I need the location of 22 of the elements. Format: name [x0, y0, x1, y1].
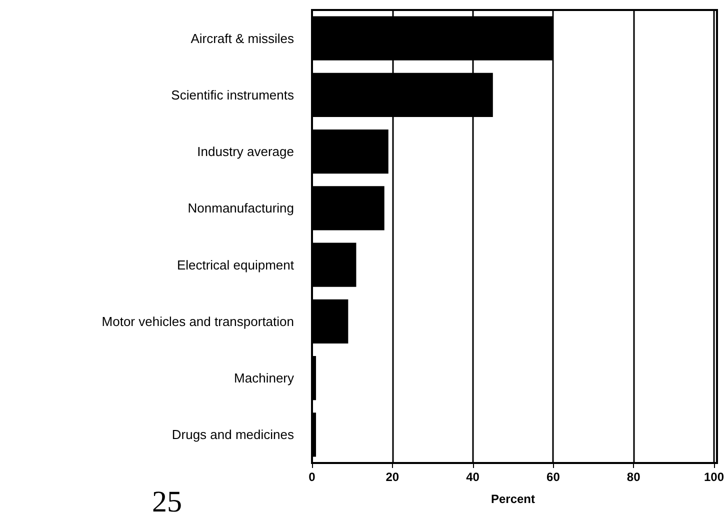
x-tick-label: 80 [626, 470, 641, 484]
x-tick-label: 60 [546, 470, 560, 484]
bar [312, 186, 384, 230]
x-tick-label: 40 [466, 470, 480, 484]
y-tick-label: Scientific instruments [171, 87, 294, 102]
bar [312, 129, 388, 174]
y-tick-label: Industry average [197, 144, 294, 160]
x-axis-title: Percent [490, 492, 536, 506]
y-tick-label: Nonmanufacturing [188, 200, 294, 216]
y-tick-label: Motor vehicles and transportation [102, 314, 294, 329]
bar [312, 412, 316, 457]
y-tick-label: Aircraft & missiles [190, 30, 294, 46]
y-tick-label: Electrical equipment [176, 257, 294, 272]
bar [312, 356, 316, 400]
text: 25 [152, 486, 182, 518]
x-tick-label: 100 [704, 470, 724, 484]
x-tick-label: 0 [308, 470, 316, 484]
bar [312, 299, 348, 344]
y-tick-label: Machinery [234, 370, 294, 386]
x-tick-label: 20 [386, 470, 400, 484]
bar [312, 242, 356, 287]
y-tick-label: Drugs and medicines [172, 427, 294, 442]
